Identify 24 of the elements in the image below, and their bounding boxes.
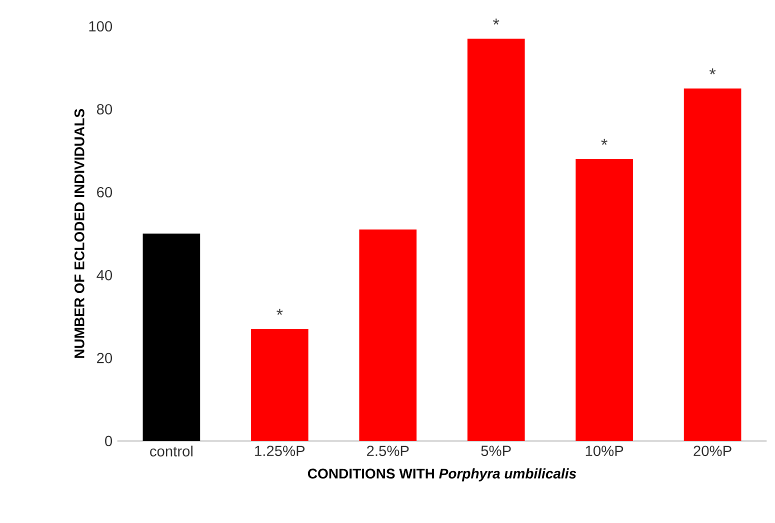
bar bbox=[684, 88, 742, 441]
x-tick-label: 5%P bbox=[481, 446, 511, 456]
x-tick-label: 20%P bbox=[694, 446, 732, 456]
bar bbox=[142, 234, 200, 441]
bar bbox=[467, 38, 525, 441]
y-tick-label: 80 bbox=[96, 104, 112, 114]
bar bbox=[251, 329, 308, 441]
y-tick-label: 40 bbox=[96, 270, 112, 280]
annotation: * bbox=[493, 18, 500, 25]
x-tick-label: control bbox=[150, 446, 192, 456]
annotation: * bbox=[709, 68, 716, 74]
bar bbox=[576, 159, 633, 441]
x-axis-title: CONDITIONS WITH Porphyra umbilicalis bbox=[308, 468, 576, 482]
y-axis-title: NUMBER OF ECLODED INDIVIDUALS bbox=[74, 109, 84, 358]
annotation: * bbox=[276, 308, 283, 315]
y-tick-label: 20 bbox=[97, 352, 112, 364]
x-tick-label: 10%P bbox=[586, 446, 624, 456]
y-tick-label: 0 bbox=[105, 436, 112, 446]
y-tick-label: 60 bbox=[97, 187, 112, 198]
x-tick-label: 2.5%P bbox=[367, 446, 409, 456]
annotation: * bbox=[601, 138, 608, 145]
y-tick-label: 100 bbox=[89, 21, 112, 32]
x-tick-label: 1.25%P bbox=[255, 446, 305, 456]
bar bbox=[359, 230, 417, 441]
